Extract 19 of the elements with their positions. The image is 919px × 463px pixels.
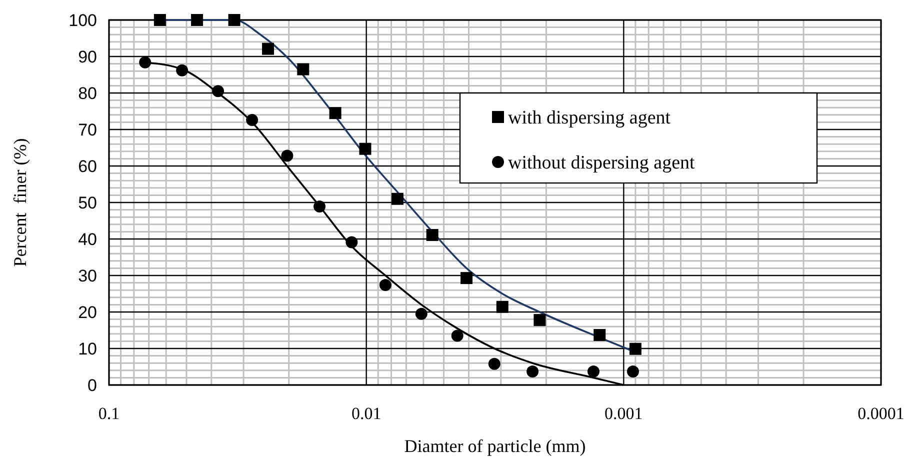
y-tick-label: 60 — [78, 156, 97, 176]
y-tick-label: 50 — [78, 193, 97, 212]
y-tick-label: 40 — [78, 230, 97, 249]
x-axis-title: Diamter of particle (mm) — [404, 436, 586, 456]
x-tick-label: 0.1 — [98, 404, 120, 423]
y-tick-label: 90 — [78, 47, 97, 66]
y-tick-label: 30 — [78, 266, 97, 286]
legend-label: without dispersing agent — [508, 152, 696, 174]
x-tick-label: 0.01 — [351, 404, 382, 423]
y-tick-label: 100 — [68, 10, 97, 30]
y-tick-label: 10 — [78, 339, 97, 358]
y-tick-label: 20 — [78, 302, 97, 322]
y-tick-label: 0 — [88, 376, 97, 395]
y-axis-title: Percent finer (%) — [10, 138, 30, 267]
legend-label: with dispersing agent — [508, 108, 672, 129]
x-tick-label: 0.001 — [604, 404, 643, 423]
y-tick-label: 70 — [78, 120, 97, 140]
x-tick-label: 0.0001 — [858, 404, 904, 423]
y-tick-label: 80 — [78, 84, 97, 103]
